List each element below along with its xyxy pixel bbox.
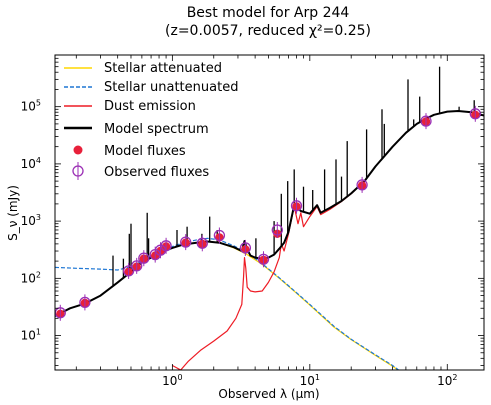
- y-tick-label: 105: [21, 99, 41, 114]
- observed-flux-point: [196, 237, 208, 249]
- y-tick-exponent: 4: [36, 156, 41, 165]
- legend-label-model-spectrum: Model spectrum: [104, 122, 209, 137]
- observed-flux-point: [138, 252, 150, 264]
- y-tick-label: 102: [21, 270, 41, 285]
- legend-label-dust-emission: Dust emission: [104, 99, 196, 114]
- y-tick-exponent: 3: [36, 213, 41, 222]
- legend-swatch-model-fluxes: [73, 145, 83, 155]
- legend-label-stellar-unattenuated: Stellar unattenuated: [104, 80, 238, 95]
- series-line-stellar-attenuated: [55, 240, 400, 370]
- legend-label-observed-fluxes: Observed fluxes: [104, 165, 209, 180]
- y-tick-label: 103: [21, 213, 41, 228]
- legend-label-stellar-attenuated: Stellar attenuated: [104, 61, 222, 76]
- chart-title-line1: Best model for Arp 244: [187, 5, 350, 21]
- y-tick-exponent: 1: [36, 328, 41, 337]
- observed-flux-point: [420, 115, 432, 127]
- x-tick-exponent: 0: [177, 373, 182, 382]
- x-axis-label: Observed λ (μm): [218, 387, 319, 401]
- observed-flux-point: [257, 253, 270, 265]
- observed-flux-point: [469, 108, 481, 120]
- series-line-model-spectrum: [55, 110, 484, 317]
- observed-flux-point: [239, 242, 252, 254]
- observed-flux-point: [213, 229, 226, 242]
- series-line-stellar-unattenuated: [55, 237, 400, 370]
- x-tick-label: 101: [300, 373, 320, 388]
- y-tick-exponent: 5: [36, 99, 41, 108]
- observed-flux-point: [122, 265, 135, 277]
- legend: Stellar attenuated Stellar unattenuated …: [64, 61, 238, 180]
- x-tick-exponent: 1: [315, 373, 320, 382]
- legend-label-model-fluxes: Model fluxes: [104, 144, 186, 159]
- observed-flux-point: [271, 224, 283, 236]
- observed-flux-point: [356, 179, 368, 191]
- x-tick-label: 102: [437, 373, 457, 388]
- observed-flux-point: [290, 200, 303, 212]
- y-tick-label: 101: [21, 328, 41, 343]
- observed-flux-point: [131, 260, 143, 272]
- chart-title-line2: (z=0.0057, reduced χ²=0.25): [165, 23, 371, 39]
- x-tick-label: 100: [162, 373, 182, 388]
- y-tick-label: 104: [21, 156, 41, 171]
- y-axis-label: S_ν (mJy): [6, 185, 20, 241]
- marker-layer: [55, 105, 481, 321]
- x-tick-exponent: 2: [452, 373, 457, 382]
- legend-swatch-observed-fluxes: [72, 165, 84, 177]
- observed-flux-point: [79, 296, 91, 309]
- plot-frame: [54, 54, 485, 371]
- observed-flux-point: [180, 236, 192, 248]
- y-tick-exponent: 2: [36, 270, 41, 279]
- observed-flux-point: [160, 240, 172, 252]
